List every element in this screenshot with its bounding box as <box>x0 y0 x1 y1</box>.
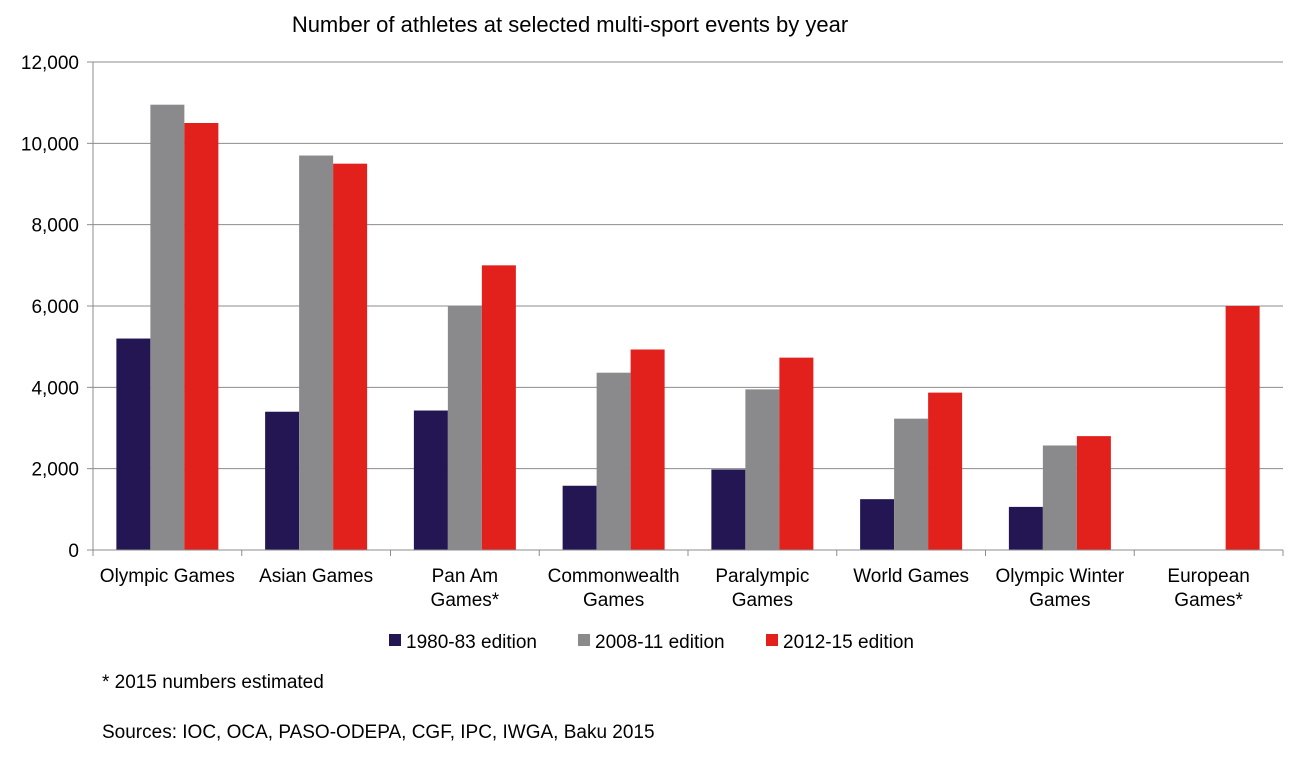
x-tick-label: Games* <box>1174 590 1243 611</box>
y-tick-label: 2,000 <box>31 460 79 481</box>
bar <box>184 123 219 550</box>
legend-swatch <box>389 634 401 646</box>
x-tick-label: Games <box>1029 590 1090 611</box>
x-tick-label: World Games <box>853 566 969 587</box>
x-tick-label: Games <box>732 590 793 611</box>
bar <box>894 418 929 550</box>
sources-note: Sources: IOC, OCA, PASO-ODEPA, CGF, IPC,… <box>102 722 655 743</box>
x-tick-label: Commonwealth <box>548 566 680 587</box>
bar <box>928 392 963 550</box>
y-tick-label: 10,000 <box>21 134 79 155</box>
bar <box>447 306 482 550</box>
bar <box>150 104 185 550</box>
x-tick-label: Games* <box>431 590 500 611</box>
x-tick-label: Pan Am <box>432 566 499 587</box>
bar <box>333 163 368 550</box>
bar <box>596 372 631 550</box>
bar <box>116 338 151 550</box>
x-tick-label: Olympic Games <box>100 566 235 587</box>
y-tick-label: 0 <box>68 541 79 562</box>
bar <box>299 155 334 551</box>
bars <box>116 104 1260 551</box>
y-tick-label: 8,000 <box>31 216 79 237</box>
legend-label: 2012-15 edition <box>783 632 914 653</box>
bar <box>745 389 780 550</box>
legend-label: 2008-11 edition <box>595 632 725 653</box>
y-tick-label: 12,000 <box>21 53 79 74</box>
footnote: * 2015 numbers estimated <box>102 672 324 693</box>
x-tick-label: Asian Games <box>259 566 373 587</box>
bar <box>481 265 516 550</box>
legend-swatch <box>766 634 778 646</box>
bar <box>562 485 597 550</box>
bar <box>1076 436 1111 550</box>
chart-title: Number of athletes at selected multi-spo… <box>292 12 848 37</box>
gridlines <box>93 61 1283 470</box>
axes: 0 2,000 4,000 6,000 8,000 10,000 12,000 Olympic… <box>21 53 1284 611</box>
legend-swatch <box>578 634 590 646</box>
y-tick-label: 4,000 <box>31 378 79 399</box>
legend: 1980-83 edition 2008-11 edition 2012-15 ed… <box>389 632 914 653</box>
bar <box>265 411 300 550</box>
bar <box>1042 445 1077 550</box>
bar <box>413 410 448 550</box>
bar <box>860 499 895 550</box>
bar <box>779 357 814 550</box>
bar <box>1008 506 1043 550</box>
y-tick-label: 6,000 <box>31 297 79 318</box>
x-tick-label: Paralympic <box>715 566 809 587</box>
bar <box>630 349 665 550</box>
bar <box>1225 306 1260 550</box>
x-tick-label: European <box>1167 566 1249 587</box>
x-tick-label: Games <box>583 590 644 611</box>
bar <box>711 469 746 550</box>
legend-label: 1980-83 edition <box>406 632 537 653</box>
x-tick-label: Olympic Winter <box>995 566 1124 587</box>
